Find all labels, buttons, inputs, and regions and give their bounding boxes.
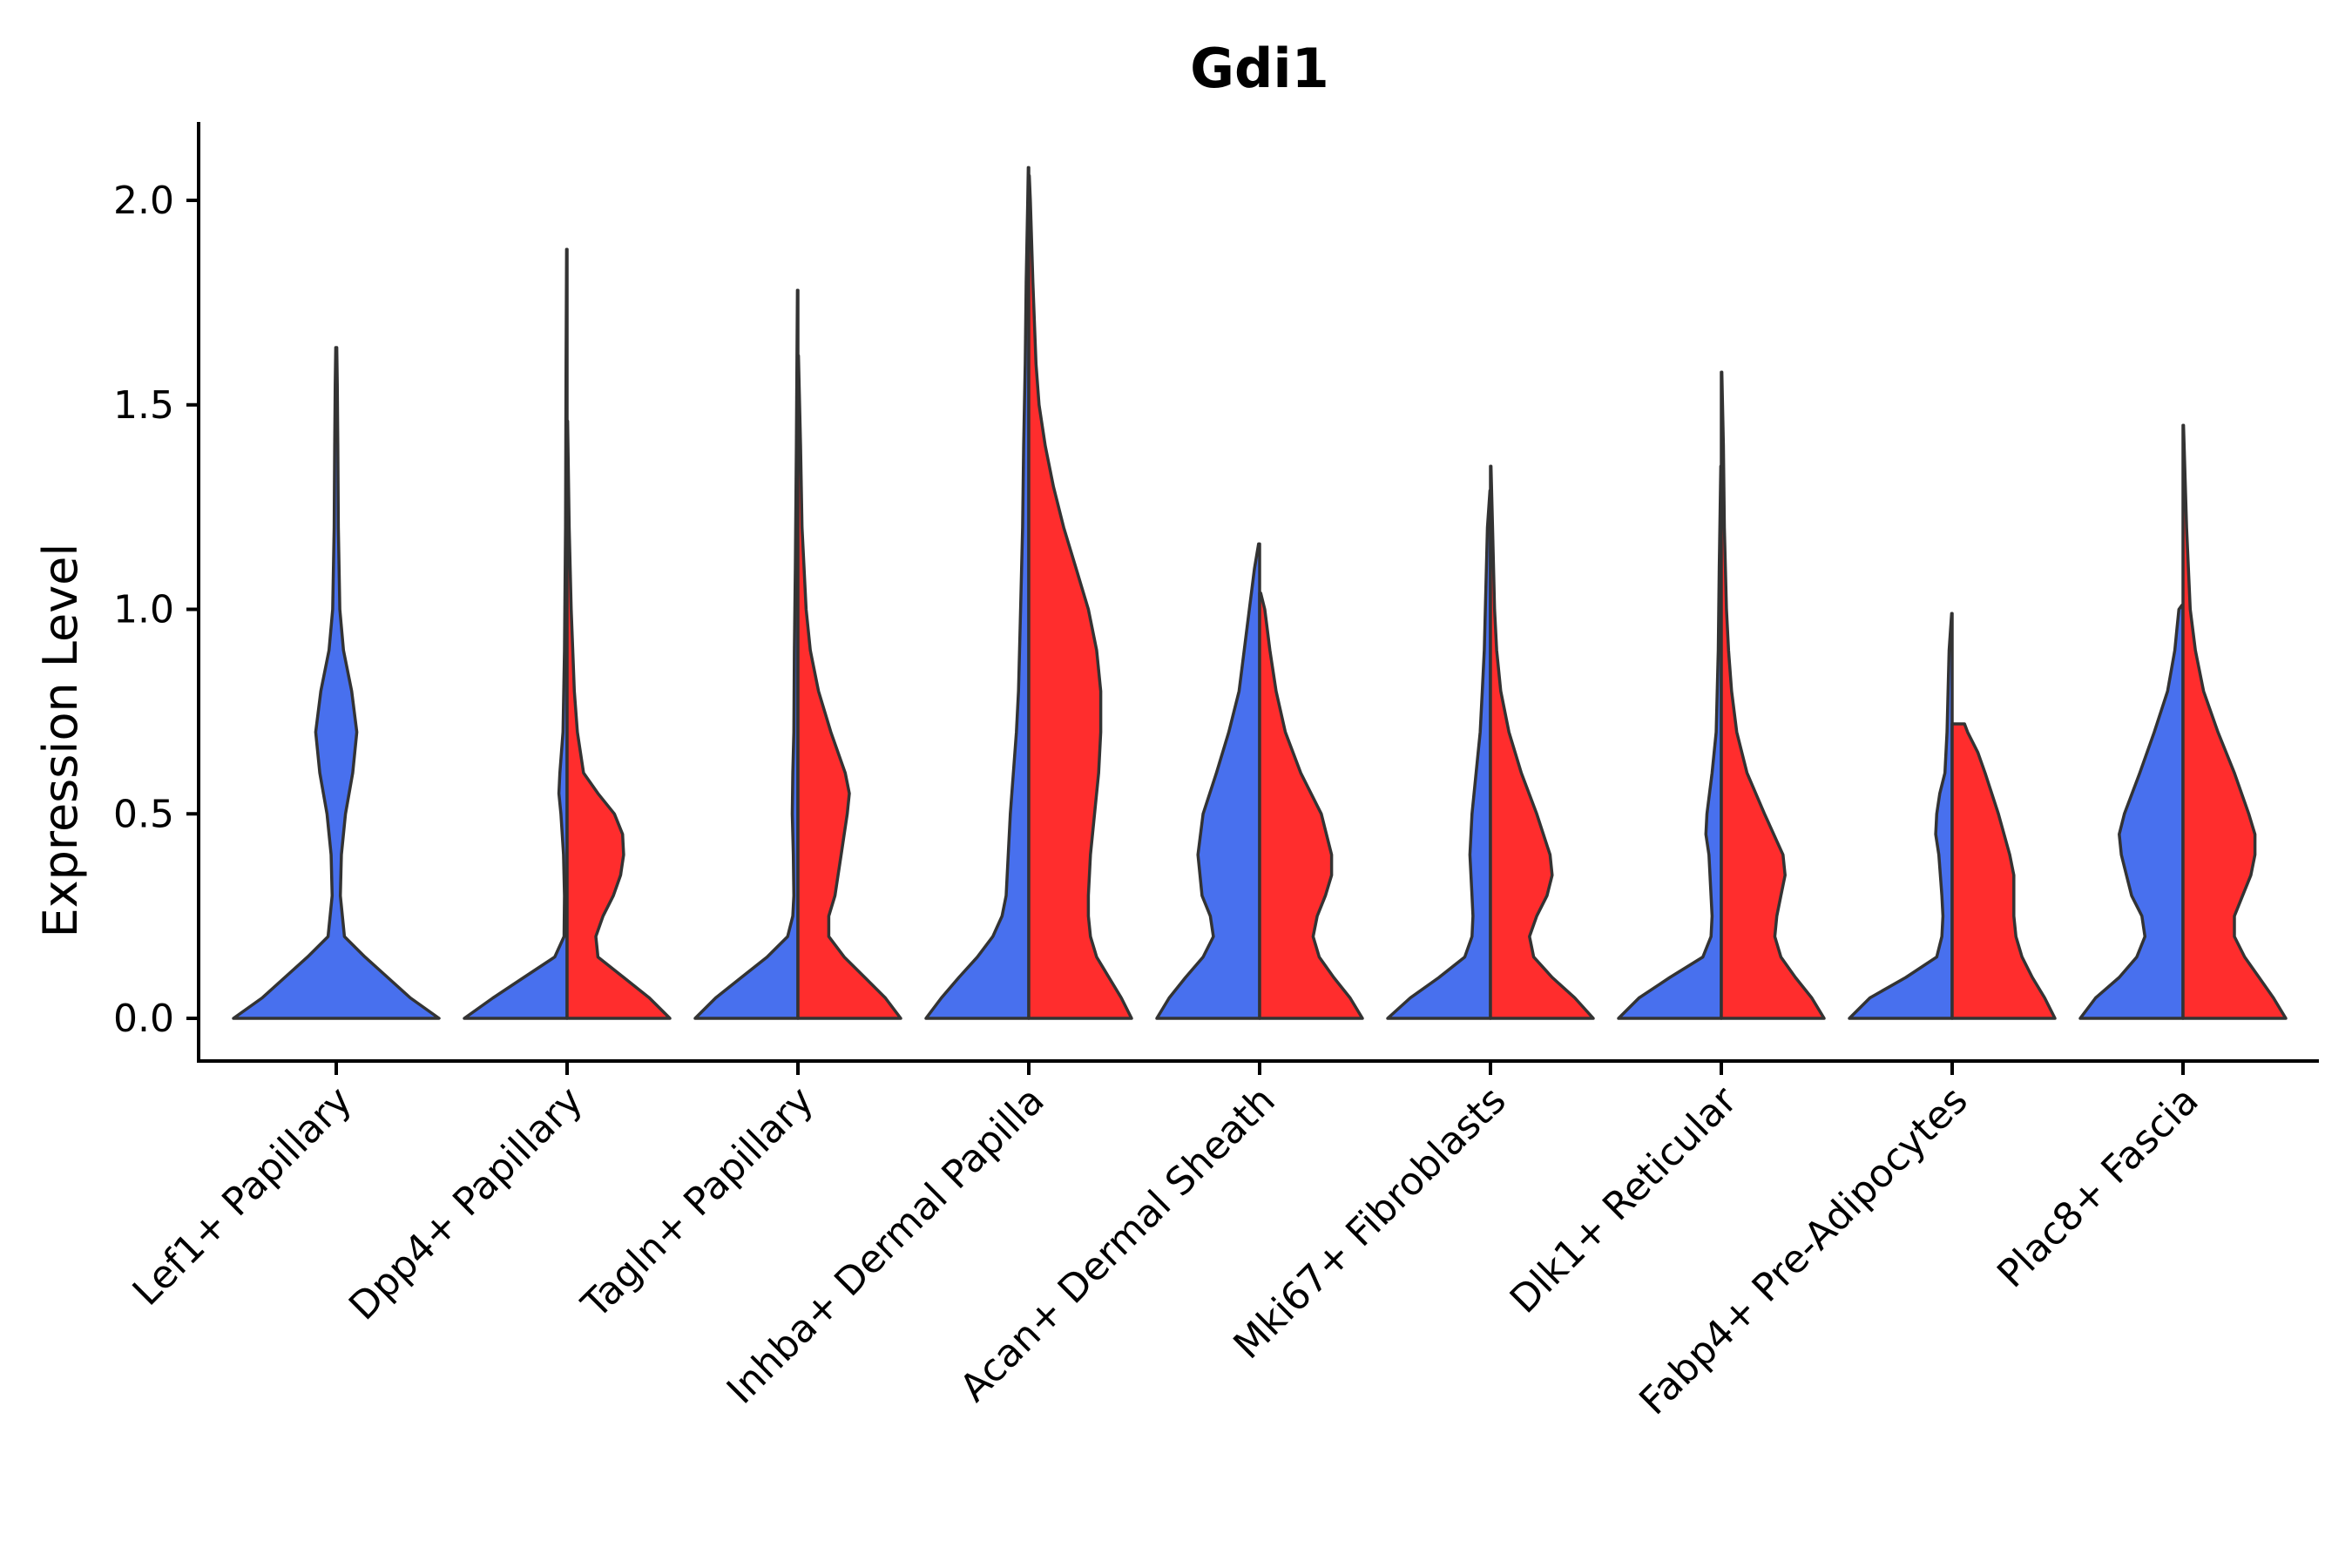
violin-8-group1	[1848, 612, 1954, 1020]
y-tick-label: 2.0	[113, 179, 174, 223]
x-tick-label: Dpp4+ Papillary	[341, 1078, 591, 1329]
violin-8-group2	[1950, 722, 2057, 1020]
violin-1-group1	[232, 346, 441, 1020]
y-axis-label: Expression Level	[33, 544, 88, 938]
violin-4-group1	[924, 166, 1031, 1020]
violin-5-group2	[1258, 591, 1364, 1020]
x-tick-label: Lef1+ Papillary	[125, 1078, 361, 1315]
y-tick-label: 1.0	[113, 588, 174, 632]
violin-7-group1	[1617, 464, 1723, 1020]
violins-group	[232, 166, 2288, 1020]
violin-9-group1	[2078, 604, 2185, 1020]
chart-title: Gdi1	[1190, 37, 1329, 100]
y-tick-label: 0.5	[113, 792, 174, 836]
x-tick-label: Plac8+ Fascia	[1989, 1078, 2207, 1297]
violin-3-group1	[693, 288, 800, 1020]
violin-3-group2	[796, 354, 902, 1020]
x-tick-label: Tagln+ Papillary	[573, 1078, 822, 1328]
violin-2-group1	[463, 247, 569, 1020]
y-tick-label: 0.0	[113, 997, 174, 1041]
violin-4-group2	[1027, 174, 1133, 1020]
x-tick-label: Dlk1+ Reticular	[1502, 1078, 1747, 1322]
violin-5-group1	[1155, 542, 1261, 1020]
violin-2-group2	[565, 419, 672, 1020]
violin-6-group1	[1386, 489, 1492, 1020]
violin-6-group2	[1489, 464, 1595, 1020]
violin-9-group2	[2181, 423, 2288, 1020]
y-tick-label: 1.5	[113, 383, 174, 428]
violin-7-group2	[1720, 370, 1826, 1020]
